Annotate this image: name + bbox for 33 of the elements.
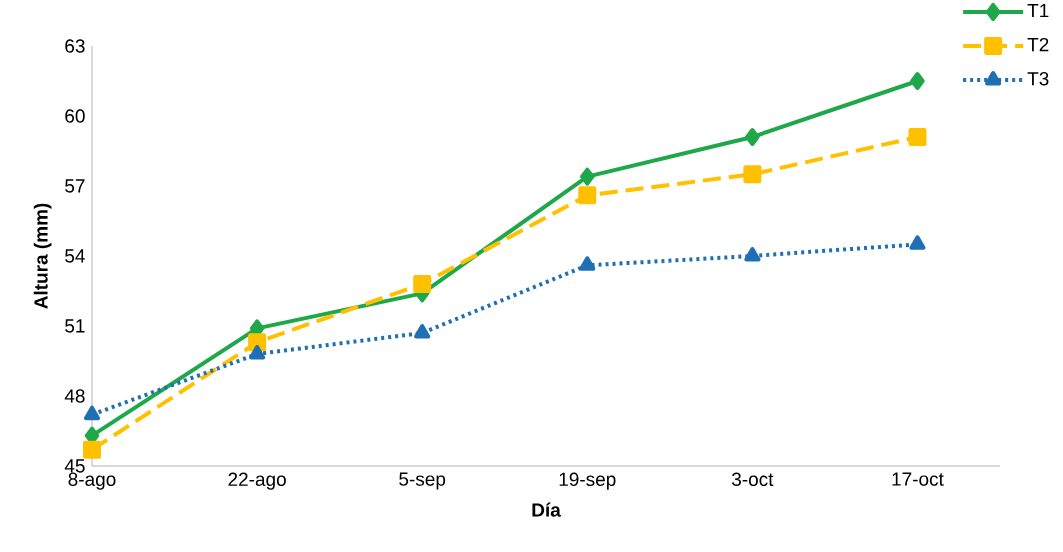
y-tick-label: 60 <box>65 109 85 123</box>
point <box>908 128 927 146</box>
point <box>743 165 762 184</box>
y-tick-label: 54 <box>65 249 85 263</box>
x-tick-label: 19-sep <box>559 472 616 490</box>
y-tick-label: 57 <box>65 179 85 193</box>
point <box>249 345 266 360</box>
point <box>578 186 597 205</box>
legend-label: T1 <box>1027 3 1049 18</box>
legend-label: T2 <box>1027 37 1049 52</box>
point <box>414 324 431 339</box>
point <box>83 405 101 421</box>
point <box>83 440 101 459</box>
point <box>745 128 760 146</box>
y-tick-label: 51 <box>65 319 85 333</box>
point <box>909 235 926 250</box>
y-axis-title: Altura (mm) <box>33 203 52 309</box>
x-axis-title: Día <box>532 502 561 517</box>
y-tick-label: 45 <box>64 459 85 473</box>
x-tick-label: 3-oct <box>731 472 774 486</box>
point <box>248 333 267 352</box>
x-tick-label: 17-oct <box>892 472 944 486</box>
point <box>744 247 761 262</box>
x-tick-label: 8-ago <box>68 472 116 490</box>
x-tick-label: 22-ago <box>228 472 286 490</box>
y-tick-label: 63 <box>65 39 85 53</box>
point <box>579 256 596 271</box>
point <box>413 275 432 293</box>
y-tick-label: 48 <box>64 389 85 403</box>
x-tick-label: 5-sep <box>399 472 446 490</box>
point <box>910 72 925 90</box>
legend-label: T3 <box>1027 71 1049 86</box>
point <box>580 167 595 186</box>
